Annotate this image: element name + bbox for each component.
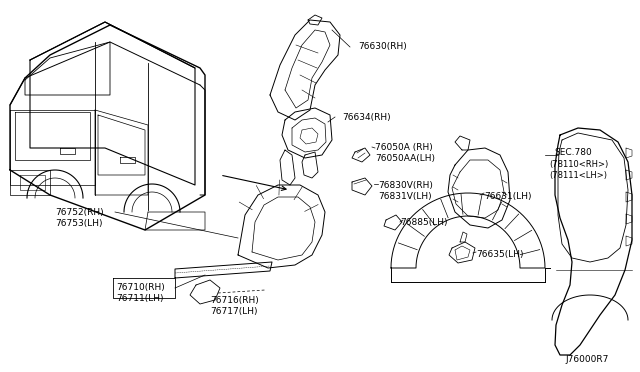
Text: SEC.780: SEC.780 [554, 148, 592, 157]
Text: 76830V(RH): 76830V(RH) [378, 181, 433, 190]
Text: 76050A (RH): 76050A (RH) [375, 143, 433, 152]
Text: J76000R7: J76000R7 [566, 355, 609, 364]
Text: 76752(RH): 76752(RH) [55, 208, 104, 217]
Text: 76753(LH): 76753(LH) [55, 219, 102, 228]
Text: (78111<LH>): (78111<LH>) [549, 171, 607, 180]
Text: 76631(LH): 76631(LH) [484, 192, 531, 201]
Text: 76711(LH): 76711(LH) [116, 294, 163, 303]
Text: 76050AA(LH): 76050AA(LH) [375, 154, 435, 163]
Text: 76716(RH): 76716(RH) [210, 296, 259, 305]
Text: 76831V(LH): 76831V(LH) [378, 192, 431, 201]
Text: 76634(RH): 76634(RH) [342, 113, 390, 122]
Text: 76885(LH): 76885(LH) [400, 218, 447, 227]
Text: 76717(LH): 76717(LH) [210, 307, 257, 316]
Text: 76710(RH): 76710(RH) [116, 283, 164, 292]
Text: 76630(RH): 76630(RH) [358, 42, 407, 51]
Text: (78110<RH>): (78110<RH>) [549, 160, 608, 169]
Text: 76635(LH): 76635(LH) [476, 250, 524, 259]
